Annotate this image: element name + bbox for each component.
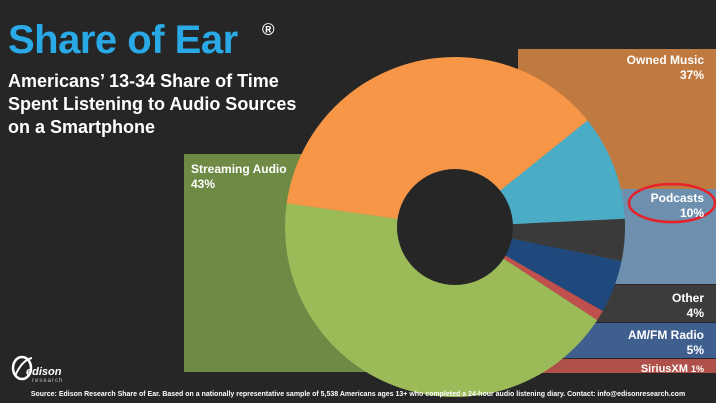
donut-hole: [397, 169, 513, 285]
series-name: Owned Music: [626, 53, 704, 67]
registered-mark: ®: [262, 20, 275, 39]
series-value: 43%: [191, 177, 216, 191]
series-value: 37%: [679, 68, 704, 82]
highlight-circle: [627, 182, 716, 224]
series-value: 1%: [690, 364, 704, 374]
label-siriusxm: SiriusXM 1%: [641, 362, 704, 377]
series-value: 10%: [679, 206, 704, 220]
title-block: Share of Ear: [8, 18, 238, 63]
series-value: 4%: [686, 306, 704, 320]
legend-panel-siriusxm: [540, 359, 716, 373]
source-footnote: Source: Edison Research Share of Ear. Ba…: [30, 391, 686, 398]
series-name: Podcasts: [650, 191, 704, 205]
series-name: AM/FM Radio: [628, 328, 704, 342]
edison-logo-icon: [11, 355, 33, 381]
slice-streaming-audio: [284, 203, 598, 398]
label-streaming-audio: Streaming Audio 43%: [191, 162, 287, 192]
chart-subtitle: Americans’ 13-34 Share of Time Spent Lis…: [8, 71, 297, 137]
label-owned-music: Owned Music 37%: [627, 53, 704, 83]
series-name: Streaming Audio: [191, 162, 287, 176]
label-other: Other 4%: [672, 291, 704, 321]
logo-subtext: research: [32, 378, 64, 384]
page-title: Share of Ear: [8, 18, 238, 62]
series-value: 5%: [686, 343, 704, 357]
logo-name: edison: [26, 366, 62, 378]
label-amfm-radio: AM/FM Radio 5%: [628, 328, 704, 358]
series-name: SiriusXM: [640, 363, 688, 375]
series-name: Other: [671, 291, 704, 305]
slice-owned-music: [286, 56, 588, 227]
label-podcasts: Podcasts 10%: [651, 191, 704, 221]
